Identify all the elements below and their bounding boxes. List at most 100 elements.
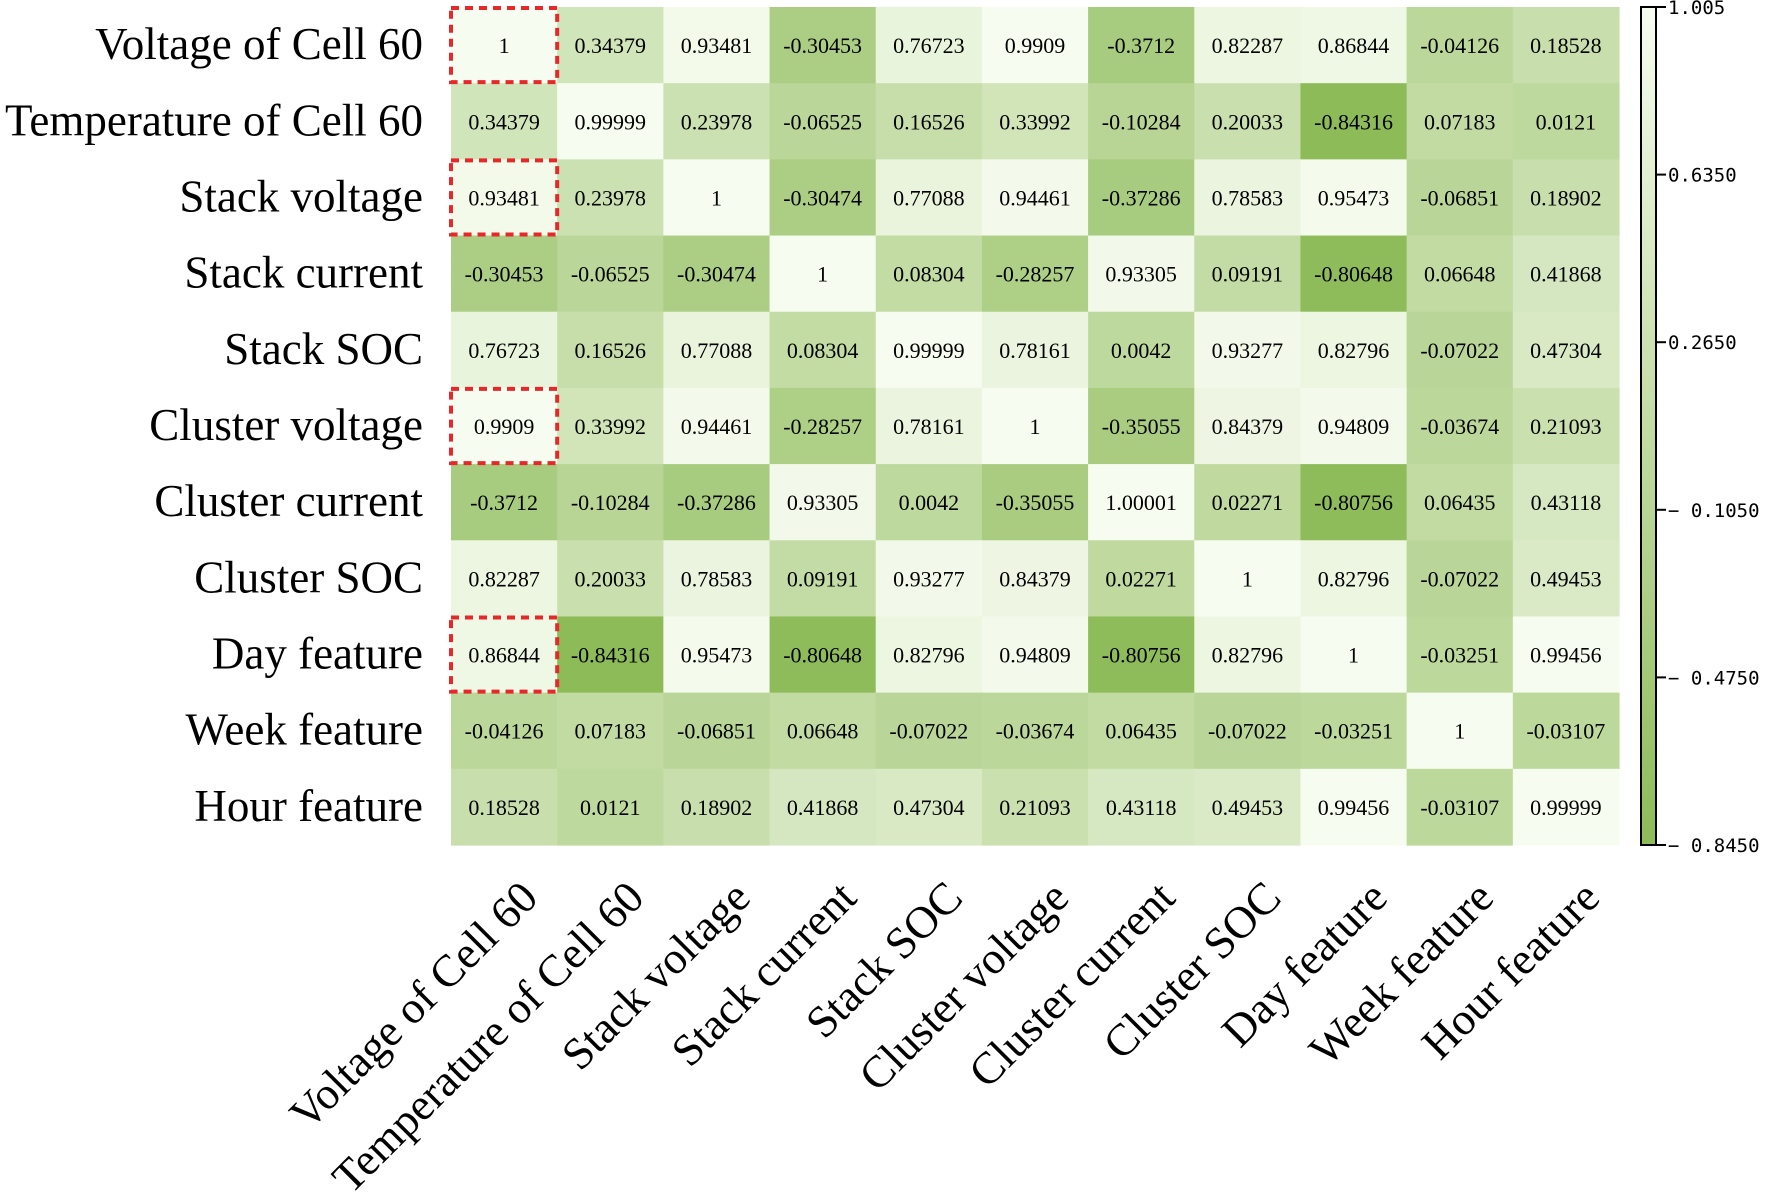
cell-value-r8-c10: 0.99456	[1530, 643, 1602, 668]
cell-value-r5-c0: 0.9909	[474, 414, 535, 439]
cell-value-r0-c7: 0.82287	[1212, 33, 1284, 58]
cell-value-r5-c2: 0.94461	[681, 414, 753, 439]
cell-value-r7-c3: 0.09191	[787, 566, 859, 591]
heatmap-cell-r6-c2	[663, 464, 771, 541]
cell-value-r3-c10: 0.41868	[1530, 262, 1602, 287]
row-label-4: Stack SOC	[224, 324, 423, 374]
heatmap-cell-r3-c2	[663, 235, 771, 313]
heatmap-cell-r5-c7	[1194, 387, 1302, 465]
colorbar-tick-label-5: − 0.8450	[1668, 835, 1760, 857]
heatmap-cell-r2-c5	[981, 159, 1089, 237]
heatmap-cell-r10-c5	[981, 768, 1089, 846]
cell-value-r3-c8: -0.80648	[1314, 262, 1393, 287]
cell-value-r7-c7: 1	[1242, 566, 1253, 591]
cell-value-r8-c8: 1	[1348, 643, 1359, 668]
cell-value-r8-c2: 0.95473	[681, 643, 753, 668]
row-label-8: Day feature	[212, 629, 423, 679]
colorbar-tick-label-0: 1.005	[1668, 0, 1725, 19]
colorbar: 1.005 0.6350 0.2650 − 0.1050 − 0.4750 − 0.845…	[1640, 0, 1760, 857]
cell-value-r1-c7: 0.20033	[1212, 109, 1284, 134]
heatmap-cell-r5-c9	[1406, 387, 1514, 465]
cell-value-r10-c9: -0.03107	[1420, 795, 1499, 820]
cell-value-r5-c10: 0.21093	[1530, 414, 1602, 439]
heatmap-cell-r6-c1	[557, 464, 664, 541]
cell-value-r6-c5: -0.35055	[996, 490, 1075, 515]
heatmap-cell-r5-c4	[875, 387, 983, 465]
cell-value-r3-c9: 0.06648	[1424, 262, 1496, 287]
cell-value-r6-c6: 1.00001	[1105, 490, 1177, 515]
heatmap-cell-r6-c7	[1194, 464, 1302, 541]
cell-value-r0-c1: 0.34379	[575, 33, 647, 58]
heatmap-cell-r3-c9	[1406, 235, 1514, 313]
cell-value-r2-c7: 0.78583	[1212, 185, 1284, 210]
row-label-7: Cluster SOC	[194, 552, 423, 602]
cell-value-r0-c2: 0.93481	[681, 33, 753, 58]
cell-value-r5-c3: -0.28257	[783, 414, 862, 439]
heatmap-cell-r9-c5	[981, 692, 1089, 770]
cell-value-r4-c3: 0.08304	[787, 338, 859, 363]
cell-value-r10-c3: 0.41868	[787, 795, 859, 820]
heatmap-cell-r5-c10	[1512, 387, 1620, 465]
heatmap-cell-r0-c3	[769, 7, 877, 84]
cell-value-r3-c2: -0.30474	[677, 262, 756, 287]
heatmap-cell-r0-c0	[451, 7, 558, 84]
row-label-3: Stack current	[184, 248, 423, 298]
heatmap-cell-r3-c7	[1194, 235, 1302, 313]
colorbar-tick-label-3: − 0.1050	[1668, 500, 1760, 522]
heatmap-cell-r8-c5	[981, 616, 1089, 694]
heatmap-cell-r4-c8	[1300, 311, 1408, 389]
heatmap-cell-r4-c4	[875, 311, 983, 389]
cell-value-r4-c9: -0.07022	[1420, 338, 1499, 363]
cell-value-r8-c4: 0.82796	[893, 643, 965, 668]
cell-value-r4-c5: 0.78161	[999, 338, 1071, 363]
cell-value-r2-c4: 0.77088	[893, 185, 965, 210]
cell-value-r6-c9: 0.06435	[1424, 490, 1496, 515]
row-label-9: Week feature	[186, 705, 423, 755]
cell-value-r4-c8: 0.82796	[1318, 338, 1390, 363]
colorbar-tick-label-2: 0.2650	[1668, 332, 1737, 354]
heatmap-cell-r1-c6	[1088, 83, 1195, 160]
heatmap-cell-r8-c1	[557, 616, 664, 694]
heatmap-cell-r4-c3	[769, 311, 877, 389]
heatmap-cell-r6-c4	[875, 464, 983, 541]
heatmap-cell-r1-c9	[1406, 83, 1514, 160]
cell-value-r1-c0: 0.34379	[468, 109, 540, 134]
heatmap-cell-r7-c1	[557, 540, 664, 618]
row-labels: Voltage of Cell 60 Temperature of Cell 60…	[5, 19, 423, 831]
cell-value-r4-c2: 0.77088	[681, 338, 753, 363]
heatmap-cell-r4-c10	[1512, 311, 1620, 389]
cell-value-r1-c3: -0.06525	[783, 109, 862, 134]
cell-value-r5-c7: 0.84379	[1212, 414, 1284, 439]
cell-value-r4-c6: 0.0042	[1111, 338, 1172, 363]
highlight-box-2	[449, 386, 560, 466]
cell-value-r0-c8: 0.86844	[1318, 33, 1390, 58]
heatmap-cell-r2-c7	[1194, 159, 1302, 237]
cell-value-r10-c1: 0.0121	[580, 795, 641, 820]
heatmap-cell-r10-c1	[557, 768, 664, 846]
highlight-box-1	[449, 158, 560, 237]
cell-value-r7-c8: 0.82796	[1318, 566, 1390, 591]
heatmap-cell-r2-c10	[1512, 159, 1620, 237]
cell-value-r6-c7: 0.02271	[1212, 490, 1284, 515]
cell-value-r2-c0: 0.93481	[468, 185, 540, 210]
heatmap-cell-r4-c5	[981, 311, 1089, 389]
cell-value-r9-c10: -0.03107	[1526, 719, 1605, 744]
cell-value-r4-c1: 0.16526	[575, 338, 647, 363]
cell-value-r0-c10: 0.18528	[1530, 33, 1602, 58]
heatmap-cell-r7-c5	[981, 540, 1089, 618]
cell-value-r3-c0: -0.30453	[465, 262, 544, 287]
highlight-box-3	[449, 615, 560, 694]
cell-value-r9-c3: 0.06648	[787, 719, 859, 744]
heatmap-cell-r8-c6	[1088, 616, 1195, 694]
cell-value-r4-c4: 0.99999	[893, 338, 965, 363]
heatmap-cell-r5-c0	[451, 387, 558, 465]
heatmap-cell-r7-c6	[1088, 540, 1195, 618]
cell-value-r1-c6: -0.10284	[1102, 109, 1181, 134]
cell-value-r0-c5: 0.9909	[1005, 33, 1066, 58]
colorbar-gradient	[1640, 6, 1657, 846]
heatmap-cell-r7-c4	[875, 540, 983, 618]
heatmap-cell-r2-c6	[1088, 159, 1195, 237]
heatmap-cell-r9-c7	[1194, 692, 1302, 770]
row-label-10: Hour feature	[194, 781, 423, 831]
cell-value-r2-c10: 0.18902	[1530, 185, 1602, 210]
